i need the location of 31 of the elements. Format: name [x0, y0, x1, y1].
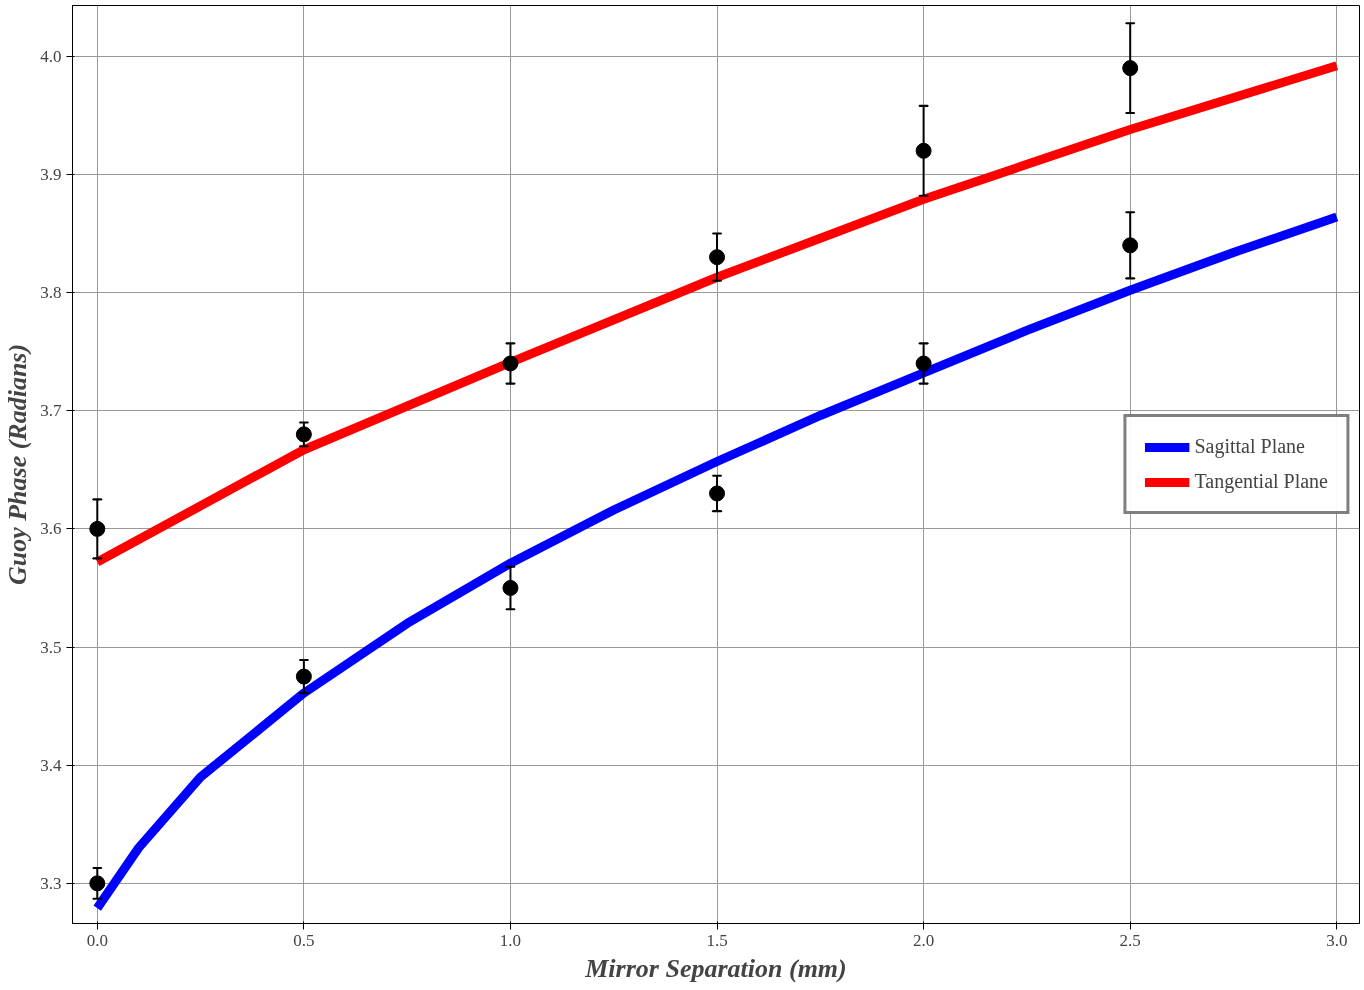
point — [915, 142, 932, 159]
y-tick-label: 3.9 — [40, 164, 62, 184]
x-tick-label: 2.0 — [912, 930, 935, 950]
y-tick-label: 3.4 — [40, 755, 62, 775]
x-tick-label: 1.5 — [706, 930, 728, 950]
x-tick-label: 0.0 — [86, 930, 108, 950]
y-tick-label: 3.7 — [40, 401, 62, 421]
point — [1122, 237, 1139, 254]
point — [295, 426, 312, 443]
y-axis-title: Guoy Phase (Radians) — [3, 343, 33, 586]
y-tick-label: 3.6 — [40, 519, 62, 539]
legend-label: Tangential Plane — [1194, 470, 1328, 493]
y-tick-label: 4.0 — [40, 46, 62, 66]
point — [89, 875, 106, 892]
point — [1122, 60, 1139, 77]
point — [502, 579, 519, 596]
point — [915, 355, 932, 372]
point — [295, 668, 312, 685]
point — [709, 249, 726, 266]
point — [502, 355, 519, 372]
x-tick-label: 2.5 — [1119, 930, 1141, 950]
x-axis-title: Mirror Separation (mm) — [584, 953, 847, 983]
y-tick-label: 3.8 — [40, 283, 62, 303]
point — [89, 520, 106, 537]
point — [709, 485, 726, 502]
y-tick-label: 3.5 — [40, 637, 62, 657]
x-tick-label: 3.0 — [1326, 930, 1348, 950]
y-tick-label: 3.3 — [40, 873, 62, 893]
x-tick-label: 1.0 — [499, 930, 522, 950]
x-tick-label: 0.5 — [293, 930, 315, 950]
legend-label: Sagittal Plane — [1194, 435, 1305, 458]
